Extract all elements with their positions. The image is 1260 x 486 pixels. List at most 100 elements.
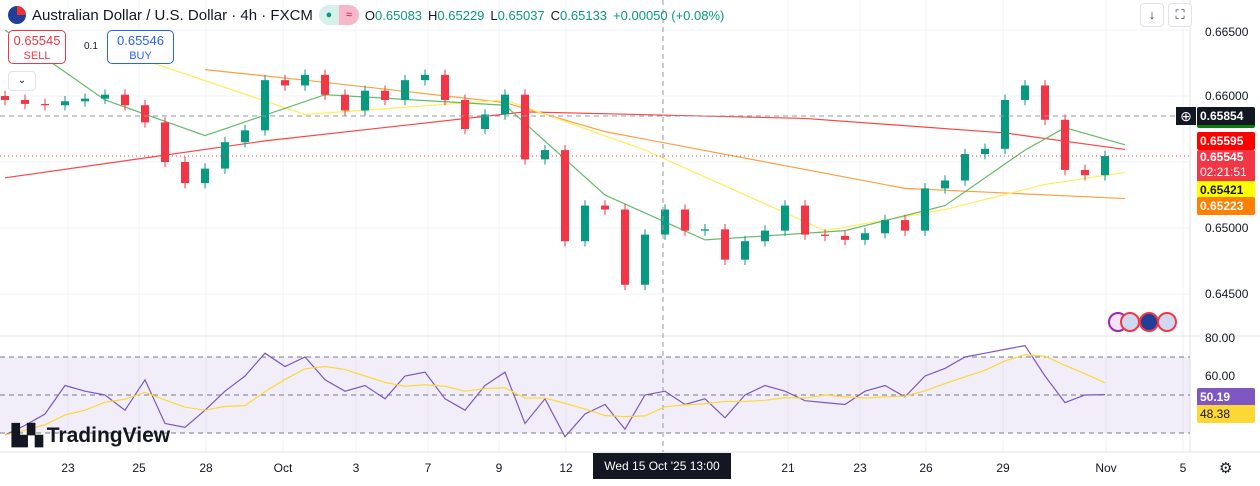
time-tick: 23 — [853, 461, 867, 475]
candle-body — [21, 99, 29, 104]
candle-body — [641, 234, 649, 285]
crosshair-price-label: 0.65854 — [1197, 107, 1255, 128]
candle-body — [141, 105, 149, 123]
candle-body — [1041, 85, 1049, 120]
market-open-dot-icon: ● — [318, 5, 339, 25]
time-tick: 21 — [781, 461, 795, 475]
candle-body — [121, 94, 129, 106]
candle-body — [81, 98, 89, 102]
fullscreen-icon[interactable]: ⛶ — [1168, 3, 1192, 27]
spread-value: 0.1 — [84, 41, 98, 52]
change-value: +0.00050 (+0.08%) — [613, 7, 725, 23]
time-tick: 5 — [1179, 461, 1187, 475]
ma-orange-line — [204, 69, 1126, 200]
candle-body — [681, 209, 689, 231]
time-tick: 28 — [199, 461, 213, 475]
candle-body — [781, 205, 789, 231]
candle-body — [881, 220, 889, 234]
add-plus-icon[interactable]: ⊕ — [1176, 107, 1196, 125]
rsi-tick: 80.00 — [1205, 331, 1236, 345]
symbol-header: Australian Dollar / U.S. Dollar · 4h · F… — [8, 5, 724, 25]
sell-button[interactable]: 0.65545 SELL — [8, 30, 66, 64]
price-tick: 0.66000 — [1205, 89, 1249, 103]
time-tick: 29 — [996, 461, 1010, 475]
rsi-line — [4, 344, 1106, 438]
candle-body — [621, 209, 629, 285]
market-status[interactable]: ● ≈ — [318, 5, 359, 25]
candle-body — [1101, 156, 1109, 176]
candle-body — [901, 220, 909, 231]
event-us-flag-icon[interactable] — [1120, 312, 1140, 332]
time-tick: 9 — [495, 461, 503, 475]
ma-red-label: 0.65595 — [1197, 132, 1255, 150]
time-tick: 26 — [919, 461, 933, 475]
tv-logo-icon: ▙▚ — [12, 425, 43, 447]
candle-body — [1001, 99, 1009, 149]
candle-body — [541, 150, 549, 160]
candle-body — [701, 229, 709, 231]
candle-body — [921, 188, 929, 231]
candle-body — [161, 122, 169, 162]
candle-body — [581, 205, 589, 242]
candle-body — [401, 80, 409, 100]
candle-body — [61, 101, 69, 106]
rsi-ma-line — [4, 354, 1106, 436]
candle-body — [801, 205, 809, 235]
time-tick: 7 — [424, 461, 432, 475]
time-tick: Nov — [1095, 461, 1117, 475]
candle-body — [1081, 169, 1089, 176]
candle-body — [821, 234, 829, 236]
candle-body — [201, 168, 209, 184]
price-tick: 0.64500 — [1205, 287, 1249, 301]
candle-body — [661, 209, 669, 235]
candle-body — [1021, 85, 1029, 100]
time-tick: 25 — [132, 461, 146, 475]
ma-yellow-line — [144, 59, 1126, 232]
candle-body — [521, 94, 529, 160]
settings-gear-icon[interactable]: ⚙ — [1219, 460, 1233, 477]
crosshair-time-label: Wed 15 Oct '25 13:00 — [593, 453, 731, 479]
candle-body — [861, 233, 869, 240]
candle-body — [981, 148, 989, 155]
candle-body — [301, 74, 309, 86]
time-tick: 12 — [559, 461, 573, 475]
scroll-down-arrow-icon[interactable]: ↓ — [1140, 3, 1164, 27]
candle-body — [361, 90, 369, 111]
price-tick: 0.65000 — [1205, 221, 1249, 235]
time-tick: Oct — [273, 461, 293, 475]
candle-body — [741, 241, 749, 260]
wave-icon: ≈ — [338, 5, 359, 25]
rsi-value-label: 50.19 — [1197, 388, 1255, 406]
ma-yellow-label: 0.65421 — [1197, 181, 1255, 199]
aud-usd-flag-icon — [8, 6, 26, 24]
tradingview-logo[interactable]: ▙▚ TradingView — [12, 423, 171, 448]
candle-body — [1, 96, 9, 100]
candle-body — [941, 180, 949, 189]
candle-body — [1061, 119, 1069, 170]
candle-body — [341, 94, 349, 111]
candle-body — [101, 94, 109, 99]
candle-body — [721, 229, 729, 260]
candle-body — [421, 74, 429, 81]
buy-button[interactable]: 0.65546 BUY — [107, 30, 174, 64]
event-us-flag-icon[interactable] — [1157, 312, 1177, 332]
ohlc-values: O0.65083 H0.65229 L0.65037 C0.65133 +0.0… — [364, 7, 725, 23]
candle-body — [321, 74, 329, 95]
ma-orange-label: 0.65223 — [1197, 197, 1255, 215]
last-price-label: 0.65545 02:21:51 — [1197, 150, 1255, 182]
candle-body — [461, 99, 469, 129]
candle-body — [281, 80, 289, 86]
event-au-flag-icon[interactable] — [1139, 312, 1159, 332]
candle-body — [381, 90, 389, 100]
time-tick: 23 — [61, 461, 75, 475]
candle-body — [561, 150, 569, 242]
candle-body — [441, 74, 449, 100]
candle-body — [241, 130, 249, 143]
candle-body — [41, 103, 49, 106]
candle-body — [181, 162, 189, 184]
rsi-tick: 60.00 — [1205, 369, 1236, 383]
symbol-title[interactable]: Australian Dollar / U.S. Dollar · 4h · F… — [32, 6, 313, 24]
collapse-chevron-icon[interactable]: ⌄ — [8, 71, 36, 91]
candle-body — [601, 205, 609, 210]
